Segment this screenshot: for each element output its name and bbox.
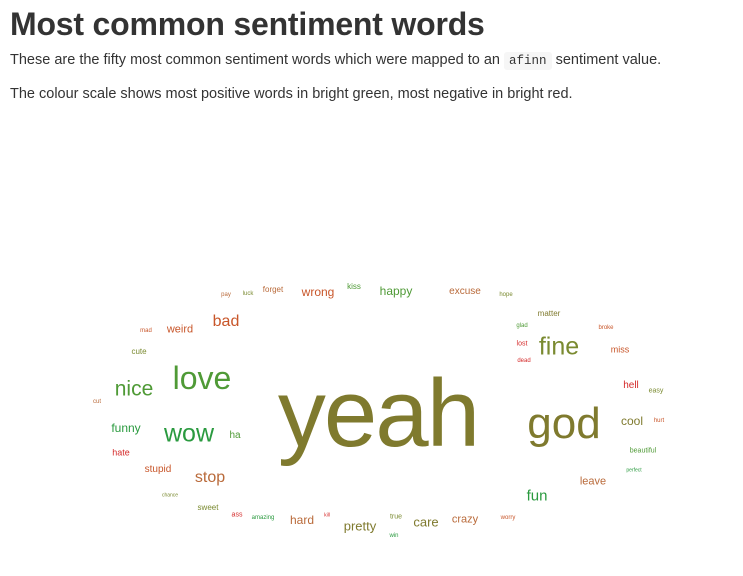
cloud-word-kill: kill [324, 512, 330, 519]
cloud-word-hope: hope [499, 292, 513, 298]
cloud-word-nice: nice [114, 377, 154, 401]
cloud-word-god: god [527, 399, 601, 448]
cloud-word-pay: pay [221, 292, 231, 298]
cloud-word-hell: hell [623, 380, 639, 391]
cloud-word-stop: stop [194, 469, 226, 486]
cloud-word-pretty: pretty [343, 518, 377, 534]
cloud-word-hate: hate [112, 447, 130, 458]
cloud-word-cut: cut [92, 399, 102, 405]
cloud-word-perfect: perfect [626, 467, 642, 474]
cloud-word-sweet: sweet [197, 503, 219, 512]
cloud-word-glad: glad [516, 323, 528, 329]
cloud-word-wow: wow [163, 419, 215, 448]
intro-text-end: sentiment value. [551, 52, 662, 68]
cloud-word-win: win [389, 533, 399, 539]
intro-paragraph: These are the fifty most common sentimen… [10, 50, 661, 71]
cloud-word-easy: easy [648, 387, 664, 395]
article: Most common sentiment words These are th… [10, 0, 743, 102]
cloud-word-kiss: kiss [347, 282, 361, 291]
cloud-word-ass: ass [231, 511, 243, 519]
cloud-word-hurt: hurt [653, 418, 665, 424]
cloud-word-fun: fun [526, 487, 548, 505]
cloud-word-stupid: stupid [144, 464, 172, 475]
cloud-word-amazing: amazing [251, 515, 275, 521]
cloud-word-cute: cute [131, 347, 147, 356]
cloud-word-ha: ha [229, 430, 241, 441]
cloud-word-love: love [172, 360, 232, 396]
cloud-word-weird: weird [166, 323, 194, 336]
cloud-word-happy: happy [379, 284, 413, 298]
page-title: Most common sentiment words [10, 6, 485, 42]
cloud-word-miss: miss [610, 344, 630, 355]
cloud-word-hard: hard [289, 513, 315, 527]
cloud-word-funny: funny [111, 421, 141, 435]
cloud-word-worry: worry [500, 515, 516, 521]
cloud-word-cool: cool [620, 414, 644, 428]
cloud-word-lost: lost [516, 340, 528, 348]
cloud-word-dead: dead [517, 358, 531, 364]
cloud-word-beautiful: beautiful [629, 447, 657, 455]
cloud-word-mad: mad [140, 328, 152, 334]
cloud-word-yeah: yeah [277, 360, 480, 467]
cloud-word-excuse: excuse [449, 286, 481, 297]
afinn-code: afinn [504, 52, 552, 70]
cloud-word-leave: leave [579, 475, 607, 488]
cloud-word-luck: luck [242, 291, 254, 297]
cloud-word-forget: forget [262, 285, 284, 294]
intro-text-start: These are the fifty most common sentimen… [10, 52, 505, 68]
colour-note-paragraph: The colour scale shows most positive wor… [10, 86, 573, 102]
cloud-word-crazy: crazy [451, 513, 479, 526]
cloud-word-matter: matter [537, 309, 561, 318]
cloud-word-chance: chance [161, 492, 179, 499]
cloud-word-broke: broke [598, 325, 614, 331]
cloud-word-bad: bad [212, 313, 240, 330]
cloud-word-wrong: wrong [301, 285, 335, 299]
cloud-word-care: care [413, 514, 439, 530]
cloud-word-true: true [389, 513, 403, 521]
cloud-word-fine: fine [538, 332, 580, 361]
